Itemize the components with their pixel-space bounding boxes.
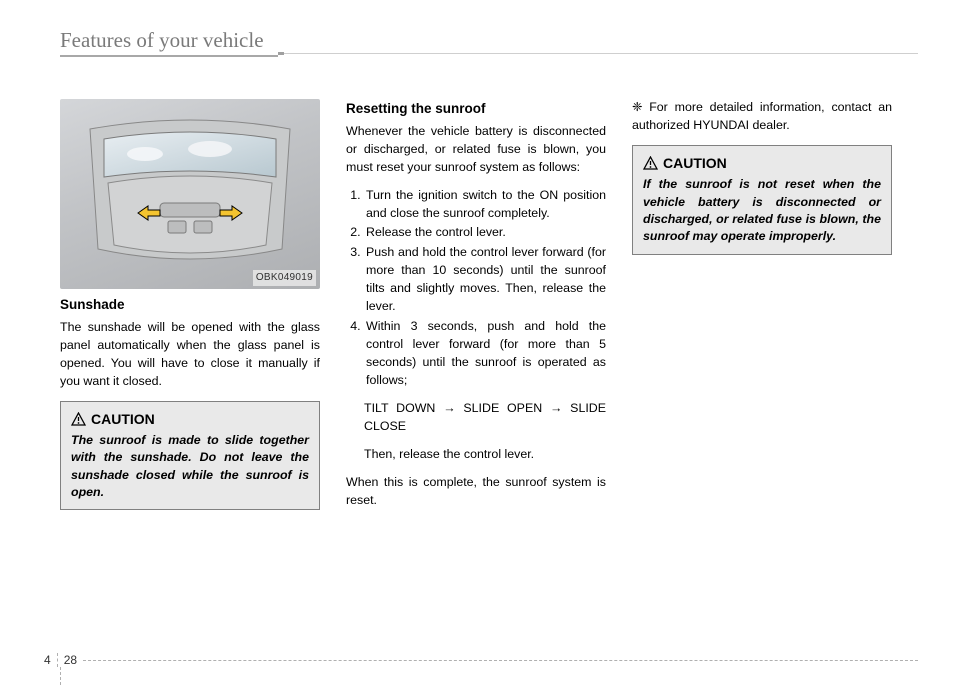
content-columns: OBK049019 Sunshade The sunshade will be … [60, 99, 918, 520]
note-symbol: ❈ [632, 100, 642, 114]
column-2: Resetting the sunroof Whenever the vehic… [346, 99, 606, 520]
resetting-intro: Whenever the vehicle battery is disconne… [346, 123, 606, 177]
reset-complete: When this is complete, the sunroof syste… [346, 474, 606, 510]
sunshade-heading: Sunshade [60, 295, 320, 315]
dealer-note: ❈ For more detailed information, contact… [632, 99, 892, 135]
note-text: For more detailed information, contact a… [632, 100, 892, 132]
caution-box-1: CAUTION The sunroof is made to slide tog… [60, 401, 320, 511]
header-rule-thin [284, 53, 918, 54]
caution-body-2: If the sunroof is not reset when the veh… [643, 176, 881, 245]
caution-heading-1: CAUTION [71, 409, 309, 429]
caution-box-2: CAUTION If the sunroof is not reset when… [632, 145, 892, 255]
sunshade-illustration: OBK049019 [60, 99, 320, 289]
reset-steps-list: Turn the ignition switch to the ON posit… [346, 187, 606, 391]
caution-heading-2: CAUTION [643, 153, 881, 173]
section-number: 4 [44, 653, 58, 667]
header-title: Features of your vehicle [60, 28, 278, 57]
caution-title-2: CAUTION [663, 153, 727, 173]
resetting-heading: Resetting the sunroof [346, 99, 606, 119]
sunshade-paragraph: The sunshade will be opened with the gla… [60, 319, 320, 391]
column-3: ❈ For more detailed information, contact… [632, 99, 892, 520]
column-1: OBK049019 Sunshade The sunshade will be … [60, 99, 320, 520]
reset-release: Then, release the control lever. [346, 446, 606, 464]
warning-icon [643, 156, 658, 170]
page-header: Features of your vehicle [60, 28, 918, 57]
caution-title-1: CAUTION [91, 409, 155, 429]
footer-dash-line [83, 660, 918, 661]
illustration-code: OBK049019 [253, 270, 316, 287]
warning-icon [71, 412, 86, 426]
footer-corner-dash [60, 667, 61, 685]
page-number: 28 [64, 653, 77, 667]
reset-sequence: TILT DOWN → SLIDE OPEN → SLIDE CLOSE [346, 400, 606, 436]
step-4: Within 3 seconds, push and hold the cont… [364, 318, 606, 390]
step-3: Push and hold the control lever forward … [364, 244, 606, 316]
step-1: Turn the ignition switch to the ON posit… [364, 187, 606, 223]
page-footer: 4 28 [44, 653, 918, 667]
caution-body-1: The sunroof is made to slide together wi… [71, 432, 309, 501]
step-2: Release the control lever. [364, 224, 606, 242]
